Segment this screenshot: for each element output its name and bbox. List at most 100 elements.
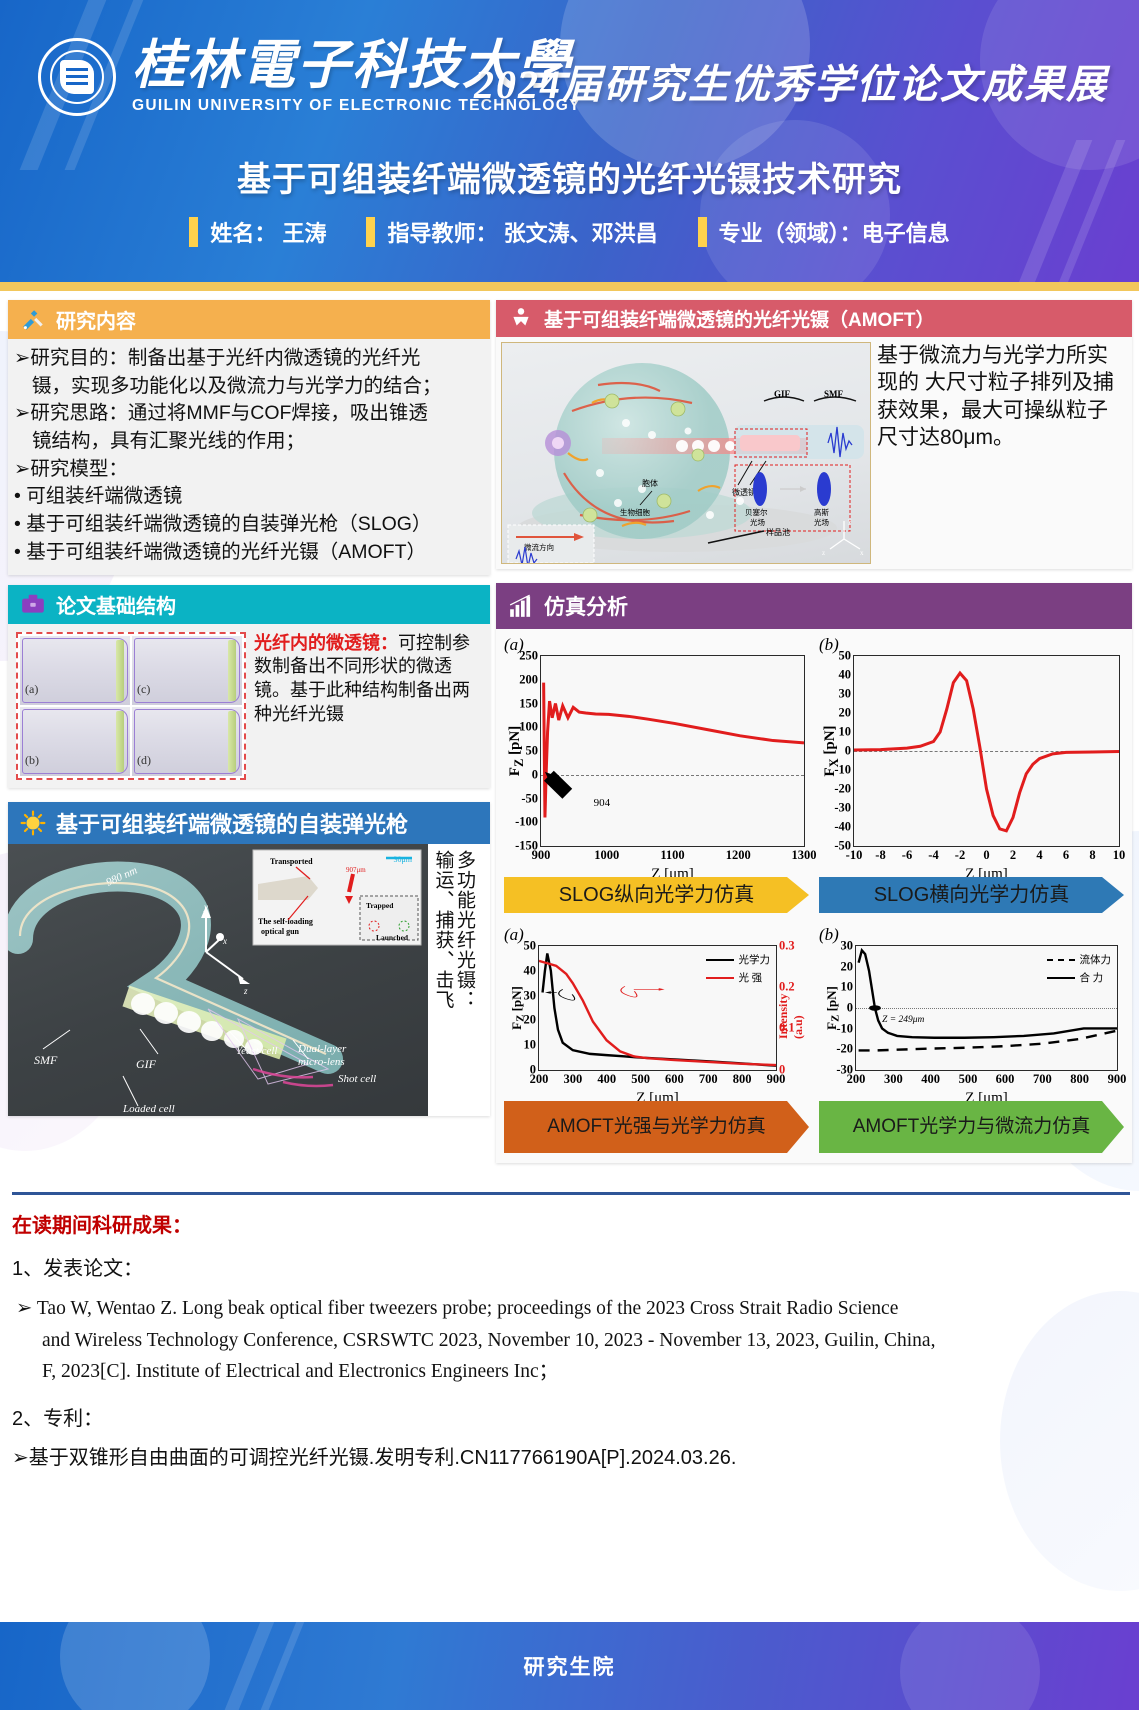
svg-text:z: z (822, 549, 825, 557)
thesis-structure-header: 论文基础结构 (8, 584, 490, 624)
chart-curves (539, 946, 776, 1070)
svg-text:生物细胞: 生物细胞 (620, 507, 650, 517)
legend-entry: 合 力 (1046, 970, 1112, 985)
svg-text:30μm: 30μm (393, 855, 412, 864)
y-tick: -50 (521, 791, 538, 805)
slog-figure: y x z SMF GIF Yeast cell Dual-layer micr… (8, 843, 428, 1116)
simulation-body: (a) FZ [pN] 250 200 150 100 50 0 -50 -10… (496, 629, 1132, 1163)
chart-curves (856, 946, 1117, 1070)
slog-side-text-1: 多功能光纤光镊： (454, 849, 476, 1010)
x-tick: -2 (954, 848, 966, 862)
reference-entry-2: ➢基于双锥形自由曲面的可调控光纤光镊.发明专利.CN117766190A[P].… (12, 1446, 737, 1469)
y-tick: 0 (844, 743, 851, 758)
reference-line-1: ➢ Tao W, Wentao Z. Long beak optical fib… (16, 1298, 899, 1319)
svg-text:SMF: SMF (824, 389, 844, 399)
svg-text:micro-lens: micro-lens (298, 1056, 345, 1068)
legend-entry: 光 强 (705, 970, 771, 985)
svg-text:optical gun: optical gun (261, 927, 300, 936)
amoft-description: 基于微流力与光学力所实现的 大尺寸粒子排列及捕获效果，最大可操纵粒子尺寸达80μ… (877, 344, 1114, 449)
figure-label: (a) (25, 681, 39, 696)
achievements-title: 在读期间科研成果： (12, 1215, 192, 1237)
header-underline (0, 282, 1139, 291)
slog-side-text: 多功能光纤光镊： 输运、捕获、击飞 (428, 844, 490, 1116)
microlens-image-b: (b) (20, 706, 130, 776)
simulation-header: 仿真分析 (496, 583, 1132, 629)
medal-icon (513, 307, 529, 325)
research-content-header: 研究内容 (8, 300, 490, 339)
y-tick: 0 (531, 767, 538, 782)
microlens-image-c: (c) (132, 635, 242, 705)
svg-text:Yeast cell: Yeast cell (236, 1045, 277, 1057)
y-tick: -30 (834, 800, 851, 815)
legend-entry: 光学力 (705, 952, 770, 967)
x-tick: 200 (846, 1072, 866, 1086)
chart-legend: 流体力 合 力 (1046, 952, 1112, 988)
zero-line (854, 751, 1119, 752)
caption-highlight: 光纤内的微透镜： (254, 632, 398, 653)
footer-label: 研究生院 (523, 1656, 616, 1679)
right-column: 基于可组装纤端微透镜的光纤光镊（AMOFT） (496, 300, 1132, 1163)
y-tick: 50 (525, 743, 539, 758)
y-tick: 100 (519, 719, 538, 734)
legend-swatch (705, 976, 734, 979)
chart-panel-letter: (b) (819, 925, 839, 944)
y-tick-right: 0.1 (779, 1020, 795, 1035)
meta-major: 专业（领域）：电子信息 (697, 216, 950, 248)
y-tick: 10 (840, 979, 854, 994)
x-tick: 600 (664, 1072, 684, 1086)
slog-side-text-2: 输运、捕获、击飞 (432, 849, 454, 1010)
x-tick: 600 (995, 1072, 1015, 1086)
research-line: • 基于可组装纤端微透镜的自装弹光枪（SLOG） (14, 513, 432, 536)
meta-name: 姓名： 王涛 (189, 216, 326, 248)
briefcase-icon (22, 594, 44, 613)
svg-text:Transported: Transported (270, 857, 313, 866)
university-name-cn: 桂林電子科技大學 (132, 36, 572, 95)
research-line: • 基于可组装纤端微透镜的光纤光镊（AMOFT） (14, 540, 426, 563)
section-title: 仿真分析 (544, 596, 628, 619)
legend-entry: 流体力 (1046, 952, 1111, 967)
meta-accent-bar (189, 217, 199, 247)
svg-text:Launched: Launched (376, 933, 409, 942)
research-line: ➢研究思路：通过将MMF与COF焊接，吸出锥透 (14, 402, 428, 425)
amoft-header: 基于可组装纤端微透镜的光纤光镊（AMOFT） (496, 300, 1132, 337)
reference-entry-1: ➢ Tao W, Wentao Z. Long beak optical fib… (12, 1293, 1130, 1388)
y-tick: 250 (519, 648, 538, 663)
x-tick: 300 (883, 1072, 903, 1086)
x-tick: 6 (1062, 848, 1070, 862)
svg-text:高斯: 高斯 (814, 507, 829, 517)
reference-line-3: F, 2023[C]. Institute of Electrical and … (42, 1361, 559, 1383)
svg-text:907μm: 907μm (346, 866, 366, 874)
left-column: 研究内容 ➢研究目的：制备出基于光纤内微透镜的光纤光 镊，实现多功能化以及微流力… (8, 300, 490, 1116)
banner-amoft-intensity-force: AMOFT光强与光学力仿真 (504, 1101, 809, 1153)
simulation-panel: 仿真分析 (a) FZ [pN] 250 200 150 100 50 (496, 583, 1132, 1163)
chart-annotation-label: Z = 249μm (882, 1015, 925, 1026)
chart-curve (541, 656, 804, 846)
meta-label: 指导教师： 张文涛、邓洪昌 (387, 221, 658, 246)
research-content-panel: 研究内容 ➢研究目的：制备出基于光纤内微透镜的光纤光 镊，实现多功能化以及微流力… (8, 300, 490, 575)
y-tick: -10 (836, 1021, 853, 1036)
section-title: 论文基础结构 (56, 595, 176, 618)
y-tick: 20 (523, 1012, 537, 1027)
x-tick: 10 (1112, 848, 1126, 862)
y-tick: -40 (834, 819, 851, 834)
meta-label: 专业（领域）：电子信息 (718, 221, 950, 246)
microlens-image-a: (a) (20, 635, 130, 705)
y-tick: 30 (840, 938, 854, 953)
chart-amoft-intensity-force: (a) FZ [pN] 50 40 30 20 10 0 Intensity (504, 925, 809, 1153)
banner-amoft-optical-fluid: AMOFT光学力与微流力仿真 (819, 1101, 1124, 1153)
amoft-panel: 基于可组装纤端微透镜的光纤光镊（AMOFT） (496, 300, 1132, 569)
chart-panel-letter: (a) (504, 925, 524, 944)
svg-text:贝塞尔: 贝塞尔 (745, 507, 768, 517)
research-line: 镜结构，具有汇聚光线的作用； (32, 430, 306, 453)
y-tick: 30 (523, 988, 537, 1003)
svg-text:光场: 光场 (814, 517, 829, 527)
simulation-chart-row-top: (a) FZ [pN] 250 200 150 100 50 0 -50 -10… (504, 635, 1126, 913)
achievements-subtitle-papers: 1、发表论文： (12, 1258, 144, 1280)
meta-accent-bar (697, 217, 707, 247)
x-tick: -10 (845, 848, 863, 862)
svg-text:SMF: SMF (34, 1053, 58, 1067)
chart-annotation-label: 904 (593, 796, 611, 809)
y-tick-right: 0.3 (779, 938, 795, 953)
thesis-structure-panel: 论文基础结构 (a) (c) (b) (d) (8, 584, 490, 788)
y-tick: 200 (519, 672, 538, 687)
